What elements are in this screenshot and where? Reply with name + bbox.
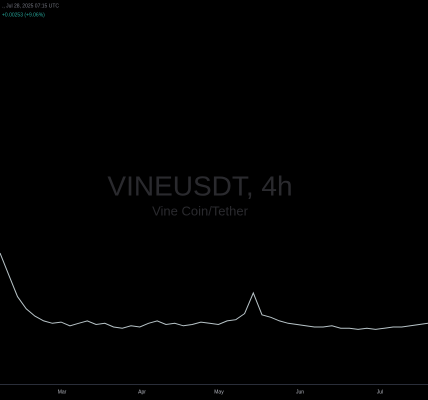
x-tick-label: May (214, 389, 224, 395)
price-change: +0.00253 (+9.06%) (2, 12, 45, 18)
x-tick-label: Mar (58, 389, 67, 395)
x-tick-label: Jul (377, 389, 383, 395)
x-tick-label: Jun (296, 389, 304, 395)
watermark-subtitle: Vine Coin/Tether (152, 203, 249, 218)
x-tick-label: Apr (138, 389, 146, 395)
price-line (0, 252, 428, 330)
timestamp: ., Jul 28, 2025 07:15 UTC (2, 3, 59, 9)
watermark-title: VINEUSDT, 4h (107, 170, 292, 201)
